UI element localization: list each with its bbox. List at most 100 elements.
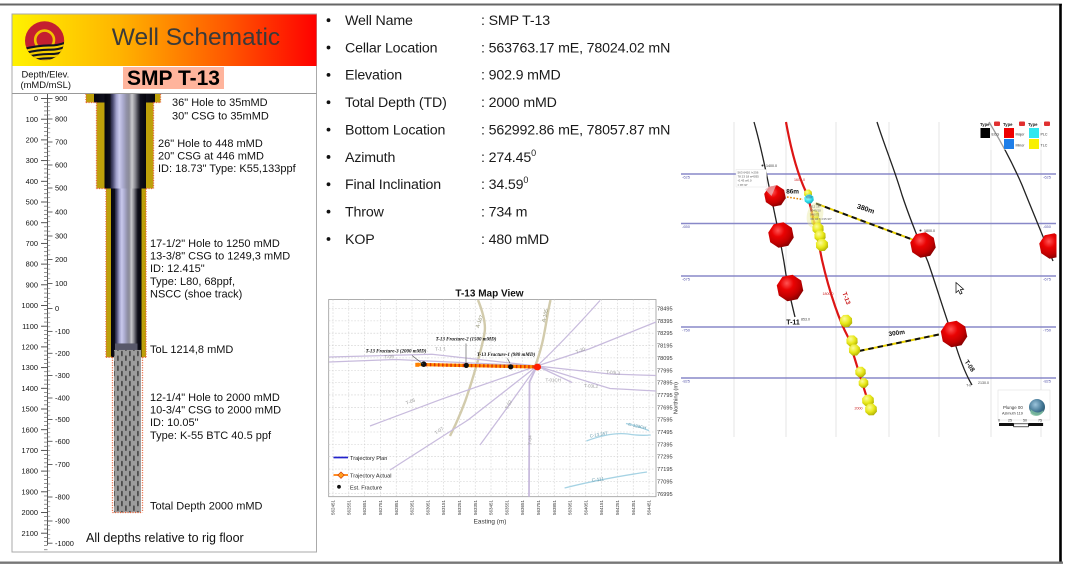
- svg-text:78 23 18 w4035: 78 23 18 w4035: [738, 175, 760, 179]
- svg-text:300: 300: [55, 232, 67, 241]
- svg-text:T-03L2: T-03L2: [584, 383, 599, 389]
- svg-text:T-13 Fracture-3 (2000 mMD): T-13 Fracture-3 (2000 mMD): [366, 350, 427, 355]
- svg-text:562551: 562551: [346, 499, 351, 515]
- svg-text:Northing (m): Northing (m): [674, 382, 680, 414]
- svg-text:Well Name: Well Name: [345, 13, 413, 29]
- svg-text:T-13 Fracture-2 (1500 mMD): T-13 Fracture-2 (1500 mMD): [436, 338, 497, 343]
- svg-text:800: 800: [26, 260, 38, 269]
- svg-text:-825: -825: [1043, 379, 1052, 384]
- svg-text:ECG: ECG: [992, 133, 1000, 137]
- svg-text:1600.0: 1600.0: [794, 178, 805, 182]
- svg-text:C-111: C-111: [591, 476, 604, 484]
- svg-text:Major: Major: [1016, 133, 1026, 137]
- svg-text:563051: 563051: [425, 499, 430, 515]
- svg-text:0: 0: [998, 419, 1000, 423]
- svg-text:77595: 77595: [657, 418, 673, 424]
- svg-text:800: 800: [55, 115, 67, 124]
- svg-text:: 480 mMD: : 480 mMD: [481, 232, 549, 248]
- svg-text:-650: -650: [682, 224, 691, 229]
- svg-text:9045/10: 9045/10: [810, 209, 821, 213]
- svg-text:563251: 563251: [457, 499, 462, 515]
- svg-text:26" Hole to 448 mMD: 26" Hole to 448 mMD: [158, 138, 263, 150]
- svg-text:(mMD/mSL): (mMD/mSL): [21, 79, 72, 90]
- svg-text:77695: 77695: [657, 405, 673, 411]
- svg-text:ID: 10.05": ID: 10.05": [150, 417, 199, 429]
- svg-text:-300: -300: [55, 371, 70, 380]
- svg-text:2100: 2100: [22, 529, 38, 538]
- svg-text:: 563763.17 mE, 78024.02 mN: : 563763.17 mE, 78024.02 mN: [481, 40, 670, 56]
- svg-text:200: 200: [26, 136, 38, 145]
- svg-text:1100: 1100: [22, 322, 38, 331]
- svg-text:All depths relative to rig flo: All depths relative to rig floor: [86, 531, 244, 545]
- svg-text:600: 600: [26, 218, 38, 227]
- svg-text:564451: 564451: [647, 499, 652, 515]
- svg-text:1800.0: 1800.0: [924, 229, 935, 233]
- svg-text:PLC: PLC: [1041, 133, 1048, 137]
- svg-text:1900: 1900: [22, 487, 38, 496]
- svg-text:-400: -400: [55, 394, 70, 403]
- svg-text:563 6420 /+256: 563 6420 /+256: [738, 171, 759, 175]
- svg-text:400: 400: [26, 177, 38, 186]
- svg-text:562751: 562751: [378, 499, 383, 515]
- svg-text:-800: -800: [55, 493, 70, 502]
- svg-text:Throw: Throw: [345, 204, 385, 220]
- svg-text:77795: 77795: [657, 393, 673, 399]
- svg-text:T-09: T-09: [384, 354, 394, 360]
- svg-text:Azimuth 119: Azimuth 119: [1002, 412, 1023, 416]
- svg-text:2000: 2000: [855, 407, 863, 411]
- svg-text:Depth/Elev.: Depth/Elev.: [22, 69, 70, 80]
- svg-text:-900: -900: [55, 517, 70, 526]
- svg-text:1400.0: 1400.0: [766, 164, 777, 168]
- svg-text:ID: 18.73" Type: K55,133ppf: ID: 18.73" Type: K55,133ppf: [158, 163, 297, 175]
- svg-text:Total Depth (TD): Total Depth (TD): [345, 95, 447, 111]
- svg-text:Minor: Minor: [1016, 144, 1026, 148]
- svg-text:200: 200: [55, 255, 67, 264]
- svg-text:-0.43 w0.0: -0.43 w0.0: [738, 179, 752, 183]
- svg-text:-1000: -1000: [55, 539, 74, 548]
- svg-text:: 2000 mMD: : 2000 mMD: [481, 95, 557, 111]
- svg-text:-100: -100: [55, 327, 70, 336]
- svg-text:77095: 77095: [657, 479, 673, 485]
- svg-text:563751: 563751: [536, 499, 541, 515]
- svg-text:12-1/4" Hole to 2000 mMD: 12-1/4" Hole to 2000 mMD: [150, 392, 280, 404]
- svg-text:700: 700: [55, 138, 67, 147]
- svg-text:78395: 78395: [657, 319, 673, 325]
- svg-text:-625: -625: [1043, 175, 1052, 180]
- svg-text:900: 900: [26, 280, 38, 289]
- svg-text:564251: 564251: [615, 499, 620, 515]
- svg-text:563451: 563451: [489, 499, 494, 515]
- svg-text:562451: 562451: [331, 499, 336, 515]
- svg-text:300m: 300m: [888, 329, 905, 338]
- svg-text:1400: 1400: [22, 384, 38, 393]
- svg-text:T-13 Fracture-1 (980 mMD): T-13 Fracture-1 (980 mMD): [477, 353, 536, 358]
- svg-text:2130.0: 2130.0: [978, 381, 989, 385]
- svg-text:100: 100: [55, 279, 67, 288]
- svg-text:563151: 563151: [441, 499, 446, 515]
- svg-text:ToL 1214,8 mMD: ToL 1214,8 mMD: [150, 344, 233, 356]
- svg-text:1200: 1200: [22, 343, 38, 352]
- svg-text:Est. Fracture: Est. Fracture: [350, 485, 382, 491]
- svg-text:10-3/4" CSG to 2000 mMD: 10-3/4" CSG to 2000 mMD: [150, 405, 281, 417]
- svg-text:300: 300: [26, 156, 38, 165]
- svg-text:T-0: T-0: [966, 384, 971, 388]
- svg-text:500: 500: [55, 184, 67, 193]
- svg-text:1000: 1000: [22, 301, 38, 310]
- svg-text:-675: -675: [682, 277, 691, 282]
- svg-text:T-30: T-30: [575, 346, 586, 355]
- svg-text:2000: 2000: [22, 508, 38, 517]
- svg-text:25: 25: [1008, 419, 1012, 423]
- svg-text:77295: 77295: [657, 455, 673, 461]
- svg-text:Cellar Location: Cellar Location: [345, 40, 437, 56]
- svg-text:T-11: T-11: [786, 320, 800, 327]
- svg-text:853.0: 853.0: [801, 318, 810, 322]
- svg-text:T-01CH: T-01CH: [546, 378, 562, 383]
- svg-text:A-105: A-105: [541, 308, 550, 323]
- svg-text:Azimuth: Azimuth: [345, 150, 395, 166]
- svg-text:36" Hole to 35mMD: 36" Hole to 35mMD: [172, 97, 268, 109]
- svg-text:77495: 77495: [657, 430, 673, 436]
- svg-text:1600: 1600: [22, 425, 38, 434]
- svg-text:Bottom Location: Bottom Location: [345, 122, 445, 138]
- svg-text:0: 0: [55, 304, 59, 313]
- svg-text:700: 700: [26, 239, 38, 248]
- svg-text:Easting (m): Easting (m): [474, 519, 507, 526]
